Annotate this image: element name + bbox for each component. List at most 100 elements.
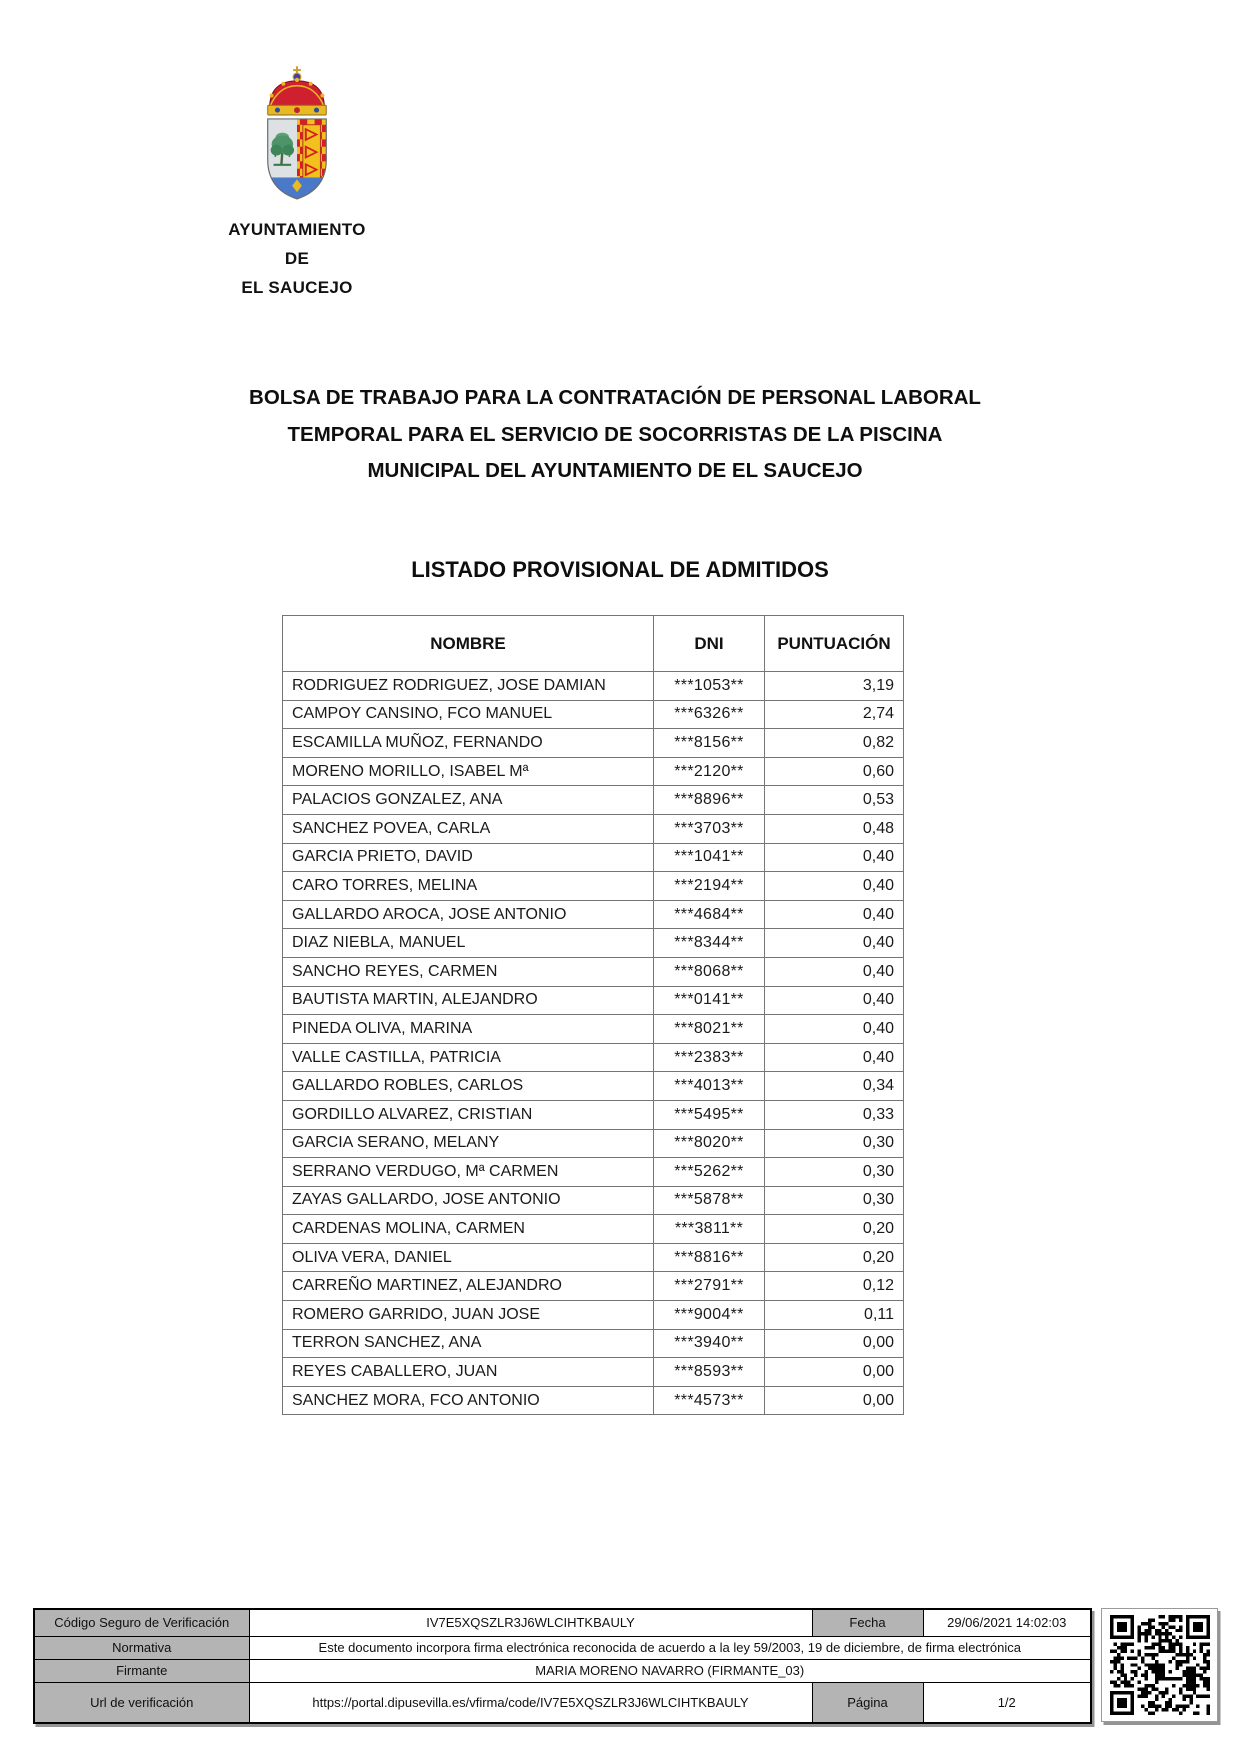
cell-nombre: OLIVA VERA, DANIEL (282, 1242, 654, 1273)
cell-nombre: SERRANO VERDUGO, Mª CARMEN (282, 1157, 654, 1187)
table-row: RODRIGUEZ RODRIGUEZ, JOSE DAMIAN ***1053*… (282, 671, 904, 701)
cell-puntuacion: 0,53 (764, 785, 904, 815)
cell-dni: ***8344** (653, 928, 765, 958)
cell-nombre: ZAYAS GALLARDO, JOSE ANTONIO (282, 1185, 654, 1216)
cell-puntuacion: 0,40 (764, 985, 904, 1016)
cell-nombre: CAMPOY CANSINO, FCO MANUEL (282, 699, 654, 730)
admitted-list-table: NOMBRE DNI PUNTUACIÓN RODRIGUEZ RODRIGUE… (282, 615, 904, 1416)
url-value: https://portal.dipusevilla.es/vfirma/cod… (248, 1681, 813, 1724)
firmante-value: MARIA MORENO NAVARRO (FIRMANTE_03) (248, 1658, 1092, 1683)
cell-dni: ***3811** (653, 1214, 765, 1244)
table-row: CARDENAS MOLINA, CARMEN ***3811** 0,20 (282, 1214, 904, 1244)
cell-nombre: ESCAMILLA MUÑOZ, FERNANDO (282, 728, 654, 758)
cell-puntuacion: 0,12 (764, 1271, 904, 1302)
cell-nombre: SANCHO REYES, CARMEN (282, 956, 654, 987)
org-name-line1: AYUNTAMIENTO (228, 220, 366, 239)
cell-dni: ***2120** (653, 756, 765, 787)
footer-row-normativa: Normativa Este documento incorpora firma… (33, 1635, 1092, 1660)
cell-dni: ***5262** (653, 1157, 765, 1187)
col-header-puntuacion: PUNTUACIÓN (764, 615, 904, 672)
cell-dni: ***4573** (653, 1385, 765, 1416)
cell-dni: ***4684** (653, 899, 765, 930)
normativa-value: Este documento incorpora firma electróni… (248, 1635, 1092, 1660)
cell-nombre: MORENO MORILLO, ISABEL Mª (282, 756, 654, 787)
table-row: SERRANO VERDUGO, Mª CARMEN ***5262** 0,30 (282, 1157, 904, 1187)
table-row: GALLARDO AROCA, JOSE ANTONIO ***4684** 0,4… (282, 899, 904, 930)
table-row: MORENO MORILLO, ISABEL Mª ***2120** 0,60 (282, 756, 904, 787)
cell-dni: ***2194** (653, 871, 765, 901)
cell-puntuacion: 0,40 (764, 1014, 904, 1044)
cell-puntuacion: 0,00 (764, 1385, 904, 1416)
cell-puntuacion: 0,40 (764, 871, 904, 901)
cell-puntuacion: 0,34 (764, 1071, 904, 1101)
normativa-label: Normativa (33, 1635, 250, 1660)
cell-nombre: CARREÑO MARTINEZ, ALEJANDRO (282, 1271, 654, 1302)
footer-row-csv: Código Seguro de Verificación IV7E5XQSZL… (33, 1608, 1092, 1637)
list-subtitle: LISTADO PROVISIONAL DE ADMITIDOS (411, 557, 829, 582)
cell-dni: ***3703** (653, 813, 765, 844)
cell-puntuacion: 0,20 (764, 1242, 904, 1273)
cell-nombre: PINEDA OLIVA, MARINA (282, 1014, 654, 1044)
cell-dni: ***9004** (653, 1300, 765, 1330)
cell-puntuacion: 0,20 (764, 1214, 904, 1244)
table-row: ZAYAS GALLARDO, JOSE ANTONIO ***5878** 0,3… (282, 1185, 904, 1216)
title-line1: BOLSA DE TRABAJO PARA LA CONTRATACIÓN DE… (249, 386, 981, 409)
table-row: SANCHEZ MORA, FCO ANTONIO ***4573** 0,00 (282, 1385, 904, 1416)
cell-dni: ***2791** (653, 1271, 765, 1302)
table-row: PALACIOS GONZALEZ, ANA ***8896** 0,53 (282, 785, 904, 815)
cell-puntuacion: 0,48 (764, 813, 904, 844)
table-row: GARCIA SERANO, MELANY ***8020** 0,30 (282, 1128, 904, 1159)
cell-puntuacion: 0,00 (764, 1328, 904, 1359)
cell-dni: ***8068** (653, 956, 765, 987)
cell-nombre: REYES CABALLERO, JUAN (282, 1357, 654, 1387)
cell-puntuacion: 0,30 (764, 1128, 904, 1159)
cell-dni: ***8896** (653, 785, 765, 815)
cell-puntuacion: 3,19 (764, 671, 904, 701)
verification-footer-table: Código Seguro de Verificación IV7E5XQSZL… (33, 1608, 1092, 1724)
table-row: ROMERO GARRIDO, JUAN JOSE ***9004** 0,11 (282, 1300, 904, 1330)
cell-puntuacion: 0,33 (764, 1099, 904, 1130)
table-row: GARCIA PRIETO, DAVID ***1041** 0,40 (282, 842, 904, 873)
fecha-value: 29/06/2021 14:02:03 (922, 1608, 1092, 1637)
cell-puntuacion: 0,40 (764, 899, 904, 930)
table-row: ESCAMILLA MUÑOZ, FERNANDO ***8156** 0,82 (282, 728, 904, 758)
cell-nombre: SANCHEZ POVEA, CARLA (282, 813, 654, 844)
cell-dni: ***8816** (653, 1242, 765, 1273)
org-header: AYUNTAMIENTO DE EL SAUCEJO (187, 66, 407, 302)
table-row: BAUTISTA MARTIN, ALEJANDRO ***0141** 0,40 (282, 985, 904, 1016)
cell-nombre: TERRON SANCHEZ, ANA (282, 1328, 654, 1359)
cell-nombre: DIAZ NIEBLA, MANUEL (282, 928, 654, 958)
csv-label: Código Seguro de Verificación (33, 1608, 250, 1637)
pagina-value: 1/2 (922, 1681, 1092, 1724)
col-header-dni: DNI (653, 615, 765, 672)
pagina-label: Página (811, 1681, 924, 1724)
cell-dni: ***2383** (653, 1042, 765, 1073)
cell-puntuacion: 0,30 (764, 1157, 904, 1187)
footer-row-url: Url de verificación https://portal.dipus… (33, 1681, 1092, 1724)
cell-nombre: CARDENAS MOLINA, CARMEN (282, 1214, 654, 1244)
cell-nombre: CARO TORRES, MELINA (282, 871, 654, 901)
csv-value: IV7E5XQSZLR3J6WLCIHTKBAULY (248, 1608, 813, 1637)
cell-nombre: GARCIA SERANO, MELANY (282, 1128, 654, 1159)
table-row: SANCHO REYES, CARMEN ***8068** 0,40 (282, 956, 904, 987)
table-row: DIAZ NIEBLA, MANUEL ***8344** 0,40 (282, 928, 904, 958)
table-row: GORDILLO ALVAREZ, CRISTIAN ***5495** 0,33 (282, 1099, 904, 1130)
table-row: OLIVA VERA, DANIEL ***8816** 0,20 (282, 1242, 904, 1273)
document-title: BOLSA DE TRABAJO PARA LA CONTRATACIÓN DE… (0, 380, 1230, 490)
footer-row-firmante: Firmante MARIA MORENO NAVARRO (FIRMANTE_… (33, 1658, 1092, 1683)
col-header-nombre: NOMBRE (282, 615, 654, 672)
table-row: CAMPOY CANSINO, FCO MANUEL ***6326** 2,74 (282, 699, 904, 730)
table-row: GALLARDO ROBLES, CARLOS ***4013** 0,34 (282, 1071, 904, 1101)
cell-dni: ***3940** (653, 1328, 765, 1359)
admitted-table-body: RODRIGUEZ RODRIGUEZ, JOSE DAMIAN ***1053*… (282, 671, 904, 1416)
cell-nombre: GARCIA PRIETO, DAVID (282, 842, 654, 873)
cell-puntuacion: 0,40 (764, 956, 904, 987)
cell-dni: ***5878** (653, 1185, 765, 1216)
cell-puntuacion: 0,00 (764, 1357, 904, 1387)
cell-nombre: SANCHEZ MORA, FCO ANTONIO (282, 1385, 654, 1416)
cell-dni: ***4013** (653, 1071, 765, 1101)
table-row: CARREÑO MARTINEZ, ALEJANDRO ***2791** 0,12 (282, 1271, 904, 1302)
cell-dni: ***8021** (653, 1014, 765, 1044)
cell-dni: ***1053** (653, 671, 765, 701)
cell-puntuacion: 0,30 (764, 1185, 904, 1216)
